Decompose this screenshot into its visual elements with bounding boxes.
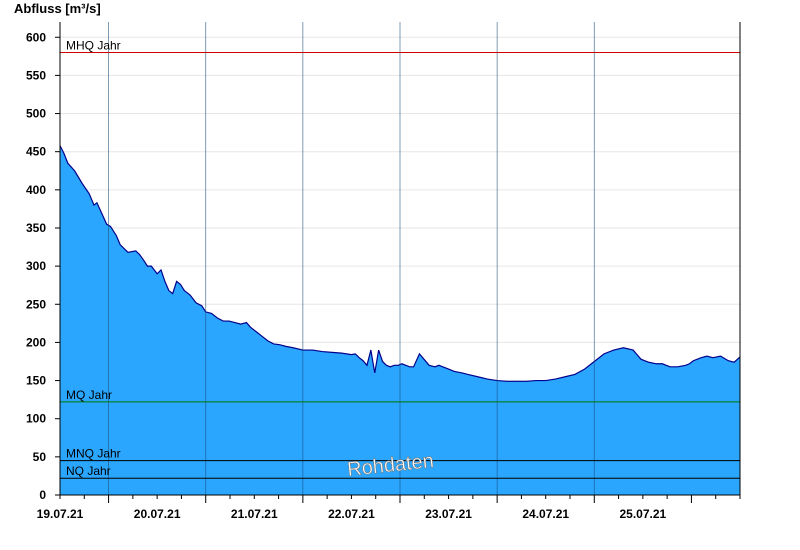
- y-tick-label-300: 300: [26, 259, 46, 273]
- day-gridlines: [108, 22, 595, 495]
- x-tick-label-0: 19.07.21: [37, 507, 84, 521]
- series-area-group: [59, 145, 741, 495]
- y-tick-label-100: 100: [26, 412, 46, 426]
- y-tick-label-0: 0: [39, 488, 46, 502]
- reference-label-0: MHQ Jahr: [66, 39, 121, 53]
- y-tick-label-350: 350: [26, 221, 46, 235]
- x-ticks: 19.07.21 20.07.21 21.07.21 22.07.21 23.07.21…: [37, 495, 741, 521]
- y-tick-label-450: 450: [26, 145, 46, 159]
- x-tick-label-5: 24.07.21: [522, 507, 569, 521]
- y-tick-label-550: 550: [26, 68, 46, 82]
- y-tick-label-500: 500: [26, 107, 46, 121]
- x-tick-label-1: 20.07.21: [134, 507, 181, 521]
- y-tick-label-250: 250: [26, 297, 46, 311]
- y-tick-label-600: 600: [26, 30, 46, 44]
- reference-label-3: NQ Jahr: [66, 464, 111, 478]
- y-axis-label: Abfluss [m³/s]: [14, 1, 101, 16]
- y-tick-label-50: 50: [33, 450, 47, 464]
- y-tick-label-400: 400: [26, 183, 46, 197]
- x-tick-label-6: 25.07.21: [619, 507, 666, 521]
- x-tick-label-4: 23.07.21: [425, 507, 472, 521]
- x-tick-label-2: 21.07.21: [231, 507, 278, 521]
- y-tick-label-150: 150: [26, 374, 46, 388]
- y-tick-label-200: 200: [26, 335, 46, 349]
- x-tick-label-3: 22.07.21: [328, 507, 375, 521]
- y-ticks: 0 50 100 150 200 250 300 350 400 450 500 550 600: [26, 30, 60, 502]
- reference-label-1: MQ Jahr: [66, 388, 112, 402]
- series-area-fill: [60, 145, 740, 495]
- reference-label-2: MNQ Jahr: [66, 447, 121, 461]
- series-line: [59, 145, 741, 382]
- reference-lines: MHQ Jahr MQ Jahr MNQ Jahr NQ Jahr: [60, 39, 740, 479]
